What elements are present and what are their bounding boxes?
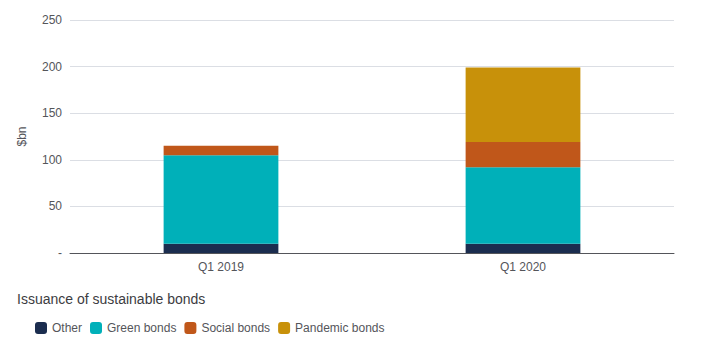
svg-text:250: 250: [42, 13, 62, 27]
svg-text:Q1 2020: Q1 2020: [500, 260, 546, 274]
svg-text:Social bonds: Social bonds: [201, 321, 270, 335]
svg-text:Other: Other: [52, 321, 82, 335]
svg-text:-: -: [58, 246, 62, 260]
svg-text:50: 50: [49, 199, 63, 213]
svg-text:$bn: $bn: [15, 126, 29, 146]
svg-text:100: 100: [42, 153, 62, 167]
svg-text:200: 200: [42, 60, 62, 74]
svg-text:Q1 2019: Q1 2019: [198, 260, 244, 274]
svg-text:150: 150: [42, 106, 62, 120]
svg-text:Green bonds: Green bonds: [107, 321, 176, 335]
svg-text:Issuance of sustainable bonds: Issuance of sustainable bonds: [17, 291, 205, 307]
svg-text:Pandemic bonds: Pandemic bonds: [295, 321, 384, 335]
